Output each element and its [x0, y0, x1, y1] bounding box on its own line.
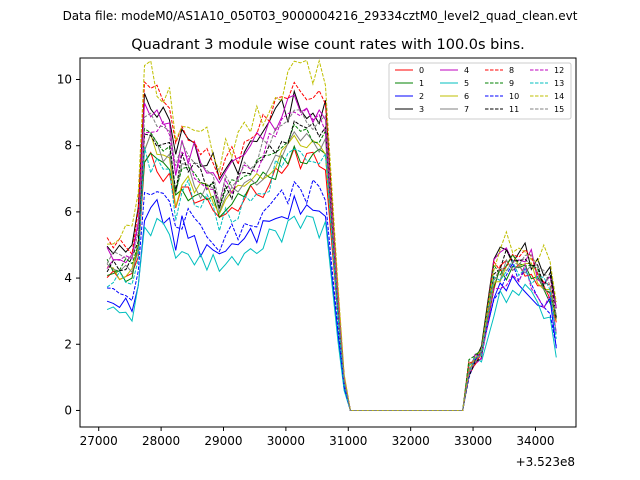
- y-tick-label: 10: [57, 73, 72, 87]
- legend-label-5: 5: [464, 79, 469, 88]
- y-tick-label: 8: [64, 139, 72, 153]
- y-tick-label: 0: [64, 403, 72, 417]
- x-tick-label: 27000: [80, 434, 118, 448]
- x-tick-label: 29000: [204, 434, 242, 448]
- axes-frame: [79, 57, 577, 428]
- x-tick-label: 32000: [392, 434, 430, 448]
- x-tick-label: 30000: [267, 434, 305, 448]
- legend-label-12: 12: [554, 66, 564, 75]
- legend-label-3: 3: [419, 105, 424, 114]
- legend-label-1: 1: [419, 79, 424, 88]
- series-line-13: [106, 147, 557, 411]
- legend-label-4: 4: [464, 66, 469, 75]
- series-line-8: [106, 80, 557, 411]
- legend-label-9: 9: [509, 79, 514, 88]
- legend-label-6: 6: [464, 92, 469, 101]
- chart-title: Quadrant 3 module wise count rates with …: [131, 37, 525, 53]
- plot-lines: [106, 58, 557, 411]
- legend-label-15: 15: [554, 105, 564, 114]
- series-line-14: [107, 58, 557, 411]
- x-tick-label: 34000: [516, 434, 554, 448]
- y-axis: 0 2 4 6 8 10: [57, 73, 80, 417]
- y-tick-label: 2: [64, 337, 72, 351]
- legend-label-8: 8: [509, 66, 514, 75]
- x-offset-label: +3.523e8: [516, 455, 575, 469]
- legend-label-11: 11: [509, 105, 519, 114]
- legend-label-7: 7: [464, 105, 469, 114]
- x-axis: 27000 28000 29000 30000 31000 32000 33000 34000: [80, 427, 555, 448]
- x-tick-label: 31000: [329, 434, 367, 448]
- x-tick-label: 28000: [142, 434, 180, 448]
- legend-box: [388, 62, 572, 120]
- series-line-15: [106, 109, 557, 411]
- legend-label-2: 2: [419, 92, 424, 101]
- series-line-12: [106, 107, 557, 411]
- legend-label-0: 0: [419, 66, 424, 75]
- series-line-11: [106, 120, 557, 411]
- legend-label-13: 13: [554, 79, 564, 88]
- y-tick-label: 4: [64, 271, 72, 285]
- chart-suptitle: Data file: modeM0/AS1A10_050T03_90000042…: [63, 9, 578, 23]
- x-tick-label: 33000: [454, 434, 492, 448]
- legend-label-10: 10: [509, 92, 519, 101]
- y-tick-label: 6: [64, 205, 72, 219]
- legend-label-14: 14: [554, 92, 564, 101]
